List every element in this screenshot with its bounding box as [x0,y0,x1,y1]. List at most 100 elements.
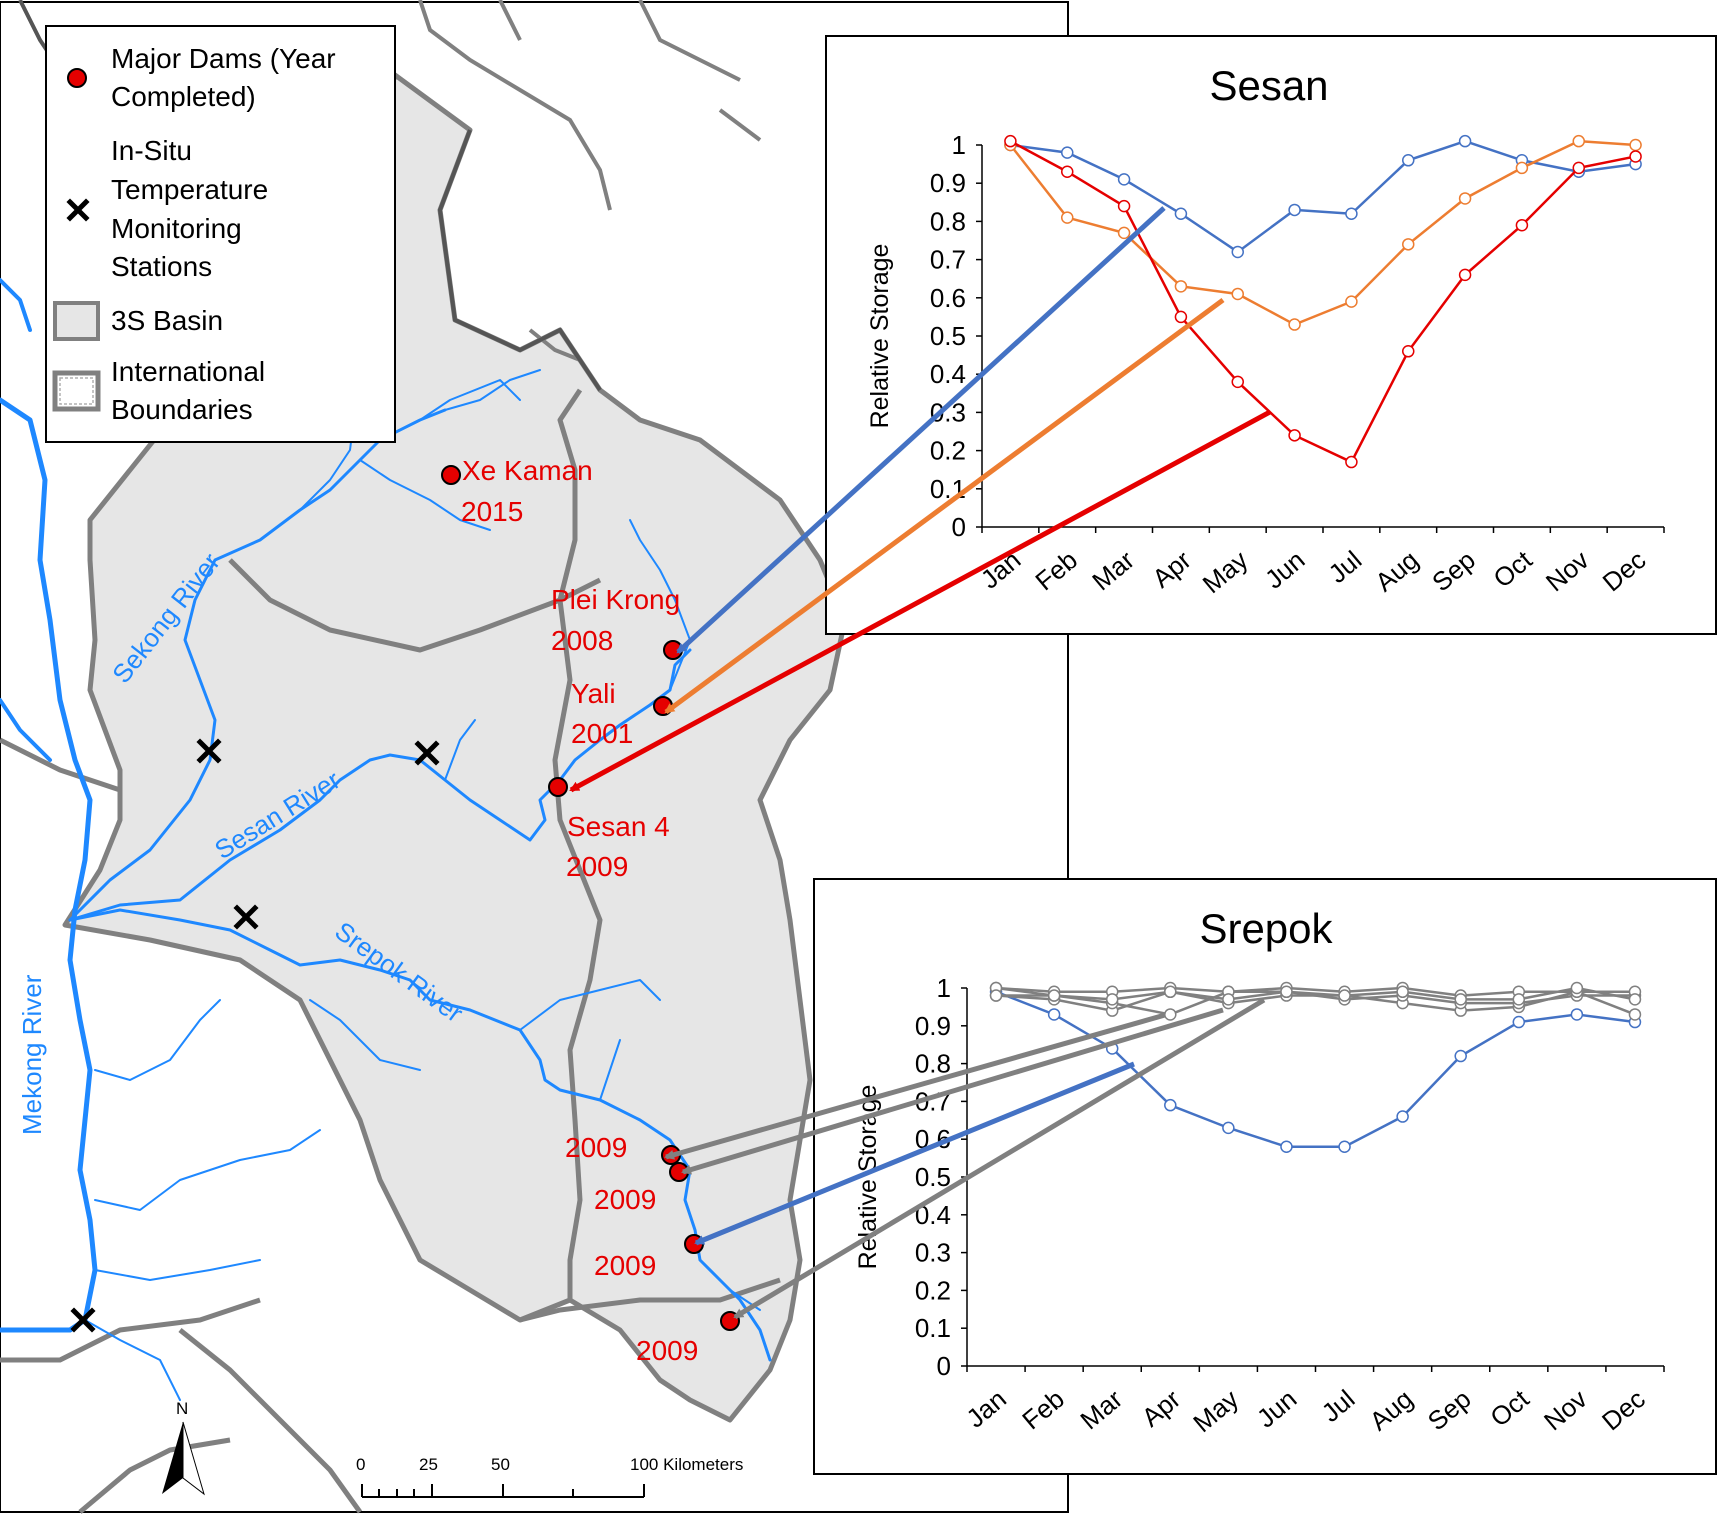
y-tick-label: 0.4 [930,359,966,389]
data-point [1572,134,1585,148]
arrow-sesan-orange [664,297,1225,715]
data-point [1515,161,1529,175]
series-line [995,986,1635,997]
dam-year: 2015 [461,496,523,527]
series-line [995,986,1635,1016]
data-point [1402,238,1415,251]
data-point [1345,295,1358,308]
scale-label-0: 0 [356,1455,365,1474]
data-point [1570,1008,1584,1021]
y-tick-label: 1 [952,130,966,160]
data-point [989,989,1003,1002]
data-point [1515,218,1529,232]
dam-name: Xe Kaman [462,455,593,486]
data-point [1117,173,1131,186]
data-point [1338,989,1351,1002]
data-point [1004,134,1017,148]
y-tick-label: 0.3 [915,1238,951,1268]
y-tick-label: 0 [937,1351,951,1381]
dam-year: 2009 [594,1184,656,1215]
y-tick-label: 0.6 [930,283,966,313]
dam-name: Plei Krong [551,584,680,615]
dam-year: 2009 [636,1335,698,1366]
y-tick-label: 0.2 [930,436,966,466]
data-point [1629,150,1642,163]
dam-year: 2008 [551,625,613,656]
legend-stations-line4: Stations [111,251,212,282]
y-tick-label: 0.8 [930,206,966,236]
y-tick-label: 0.1 [915,1313,951,1343]
legend-stations-line3: Monitoring [111,213,242,244]
series-line [1009,140,1636,464]
scale-label-25: 25 [419,1455,438,1474]
data-point [1117,226,1131,240]
y-tick-label: 0.5 [930,321,966,351]
arrow-srepok-blue [694,1061,1135,1246]
data-point [1402,345,1415,358]
dam-year: 2009 [594,1250,656,1281]
station-x-icon [233,904,259,930]
station-x-icon [196,738,222,764]
y-tick-label: 0.1 [930,474,966,504]
data-point [1280,985,1293,999]
data-point [1164,1098,1177,1112]
legend-basin: 3S Basin [111,305,223,336]
scale-label-50: 50 [491,1455,510,1474]
scale-bar: 0 25 50 100 Kilometers [356,1455,743,1498]
basin-legend-swatch [53,301,100,341]
data-point [1105,993,1119,1006]
data-point [1396,1110,1409,1123]
dam-legend-icon [67,68,87,88]
dam-marker [548,777,568,797]
data-point [1628,993,1642,1006]
data-point [1458,192,1472,205]
rivers [0,278,772,1401]
data-point [1512,1015,1526,1029]
data-point [1280,1140,1293,1154]
data-point [1164,1008,1177,1021]
y-tick-label: 0.9 [915,1011,951,1041]
data-point [1345,455,1358,469]
data-point [1222,993,1235,1006]
data-point [1231,375,1244,389]
arrow-srepok-gray [664,1012,1166,1160]
legend-dams-line2: Completed) [111,81,256,112]
dam-name: Yali [571,678,616,709]
series-line [996,986,1636,1001]
north-arrow: N [162,1399,205,1496]
data-point [1345,207,1358,221]
dam-year: 2009 [565,1132,627,1163]
data-point [1570,981,1584,995]
data-point [1174,280,1188,293]
legend-stations-line2: Temperature [111,174,268,205]
data-point [1061,165,1074,178]
legend-boundaries-line2: Boundaries [111,394,253,425]
data-point [1222,1121,1235,1135]
dam-year: 2009 [566,851,628,882]
srepok-chart-title: Srepok [1199,905,1333,952]
mekong-river-label: Mekong River [17,974,47,1135]
data-point [1458,134,1472,148]
arrow-srepok-gray [733,997,1266,1320]
data-point [1288,429,1301,442]
dam-labels: Xe Kaman 2015 Plei Krong 2008 Yali 2001 … [461,455,698,1366]
dam-marker [684,1234,704,1254]
y-tick-label: 1 [937,973,951,1003]
data-point [1628,1008,1642,1021]
data-point [1512,993,1526,1006]
data-point [1047,1008,1061,1021]
y-tick-label: 0.7 [930,245,966,275]
data-point [1231,245,1244,259]
y-tick-label: 0 [952,512,966,542]
station-x-icon [70,1307,96,1333]
connector-arrows [569,206,1272,1320]
dam-year: 2001 [571,718,633,749]
series-line [995,990,1636,1149]
dam-marker [441,465,461,485]
data-point [1396,985,1409,999]
boundary-legend-swatch [52,370,101,412]
data-point [1047,989,1061,1002]
station-legend-x-icon [66,198,90,222]
data-point [1231,287,1244,301]
